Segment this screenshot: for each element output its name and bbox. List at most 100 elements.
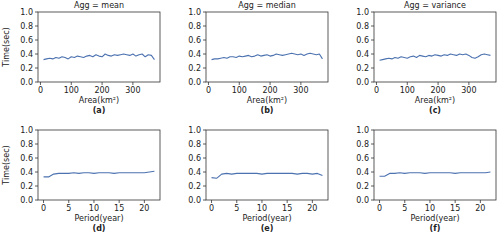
figure: 0.0 0.2 0.4 0.6 0.8 1.0 0 10 0 20 0 300 Agg = mean Ar… — [0, 0, 500, 234]
plot-frame — [206, 130, 328, 200]
plot-frame — [38, 130, 160, 200]
x-tick — [407, 82, 408, 85]
x-tick — [261, 200, 262, 203]
x-tick-label: 15 — [282, 204, 292, 213]
x-tick — [438, 82, 439, 85]
panel-label: (a) — [93, 106, 106, 115]
y-tick-label: 0.2 — [20, 182, 33, 191]
y-tick-label: 1.0 — [188, 8, 201, 17]
y-tick — [35, 82, 38, 83]
y-tick-label: 0.6 — [20, 154, 33, 163]
plot-frame — [374, 130, 496, 200]
y-tick — [203, 26, 206, 27]
y-tick-label: 0.6 — [20, 36, 33, 45]
panel-title: Agg = variance — [404, 1, 466, 10]
x-tick — [43, 200, 44, 203]
line-series — [44, 54, 155, 60]
y-tick — [35, 158, 38, 159]
y-tick — [203, 144, 206, 145]
y-tick-label: 1.0 — [20, 8, 33, 17]
x-tick-label: 0 — [374, 86, 379, 95]
y-tick-label: 0.6 — [188, 154, 201, 163]
x-tick — [71, 82, 72, 85]
x-axis-label: Area(km²) — [247, 96, 287, 105]
x-tick-label: 0 — [206, 86, 211, 95]
x-tick — [40, 82, 41, 85]
plot-frame — [38, 12, 160, 82]
x-tick-label: 20 — [139, 204, 149, 213]
y-tick-label: 0.2 — [188, 182, 201, 191]
y-tick — [371, 158, 374, 159]
y-tick-label: 1.0 — [356, 8, 369, 17]
y-tick — [203, 172, 206, 173]
y-tick — [35, 186, 38, 187]
y-tick-label: 0.6 — [356, 154, 369, 163]
x-tick — [68, 200, 69, 203]
y-tick-label: 0.0 — [188, 196, 201, 205]
y-tick-label: 0.0 — [188, 78, 201, 87]
y-tick — [371, 130, 374, 131]
x-tick — [208, 82, 209, 85]
y-tick-label: 0.8 — [356, 22, 369, 31]
x-tick — [270, 82, 271, 85]
y-tick-label: 0.8 — [188, 22, 201, 31]
y-tick — [35, 130, 38, 131]
line-series — [380, 54, 491, 60]
x-axis-label: Period(year) — [410, 214, 459, 223]
y-tick-label: 0.2 — [20, 64, 33, 73]
x-axis-label: Area(km²) — [79, 96, 119, 105]
y-tick-label: 0.0 — [356, 196, 369, 205]
y-tick — [371, 54, 374, 55]
x-tick-label: 10 — [89, 204, 99, 213]
y-tick-label: 0.8 — [20, 22, 33, 31]
plot-frame — [206, 12, 328, 82]
panel: 0.00.20.40.60.81.005101520Period(year)(e… — [188, 126, 328, 233]
y-tick — [203, 82, 206, 83]
data-group — [44, 171, 155, 177]
y-tick — [203, 158, 206, 159]
data-group — [212, 53, 323, 59]
x-tick — [300, 82, 301, 85]
y-tick — [371, 26, 374, 27]
panel: 0.00.20.40.60.81.00100200300Agg = varian… — [356, 1, 496, 115]
x-axis-label: Area(km²) — [415, 96, 455, 105]
y-tick — [371, 172, 374, 173]
x-tick — [239, 82, 240, 85]
x-tick-label: 15 — [114, 204, 124, 213]
x-axis-label: Period(year) — [242, 214, 291, 223]
y-tick-label: 0.2 — [356, 182, 369, 191]
x-tick-label: 5 — [402, 204, 407, 213]
y-tick-label: 1.0 — [356, 126, 369, 135]
y-tick — [203, 200, 206, 201]
y-tick-label: 0.8 — [20, 140, 33, 149]
panel: 0.00.20.40.60.81.00100200300Agg = median… — [188, 1, 328, 115]
x-tick — [468, 82, 469, 85]
x-tick-label: 0 — [377, 204, 382, 213]
y-tick — [35, 40, 38, 41]
panel: 0.00.20.40.60.81.005101520Period(year)Ti… — [2, 126, 160, 233]
x-tick — [312, 200, 313, 203]
x-tick-label: 15 — [450, 204, 460, 213]
x-tick-label: 300 — [293, 86, 308, 95]
panel-title: Agg = median — [238, 1, 295, 10]
x-tick — [429, 200, 430, 203]
y-tick — [371, 12, 374, 13]
y-axis-label: Time(sec) — [2, 145, 11, 185]
line-series — [212, 53, 323, 59]
y-tick-label: 0.0 — [20, 196, 33, 205]
y-tick-label: 0.4 — [356, 50, 369, 59]
x-tick — [287, 200, 288, 203]
x-tick — [404, 200, 405, 203]
panel-label: (b) — [260, 106, 273, 115]
panel-title: Agg = mean — [74, 1, 124, 10]
data-group — [44, 54, 155, 60]
x-tick-label: 0 — [38, 86, 43, 95]
x-tick-label: 10 — [425, 204, 435, 213]
panel: 0.00.20.40.60.81.005101520Period(year)(f… — [356, 126, 496, 233]
y-tick — [371, 186, 374, 187]
x-tick-label: 5 — [234, 204, 239, 213]
x-tick — [93, 200, 94, 203]
x-tick-label: 300 — [125, 86, 140, 95]
y-tick — [203, 130, 206, 131]
y-tick-label: 1.0 — [188, 126, 201, 135]
